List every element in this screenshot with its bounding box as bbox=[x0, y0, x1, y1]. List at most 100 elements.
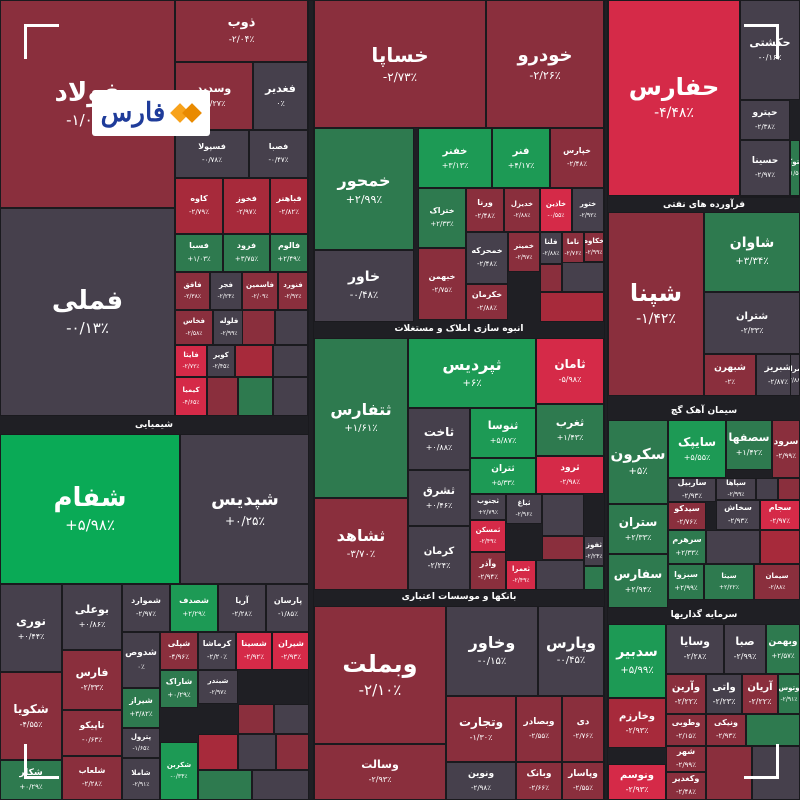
stock-tile[interactable]: فنورد -۲/۹۲٪ bbox=[278, 272, 308, 310]
stock-tile[interactable]: فرود +۳/۷۵٪ bbox=[223, 234, 270, 272]
stock-tile[interactable]: وکغدیر -۲/۴۸٪ bbox=[666, 772, 706, 800]
stock-tile[interactable]: وبهمن +۲/۵۷٪ bbox=[766, 624, 800, 674]
stock-tile[interactable]: شپدیس +۰/۲۵٪ bbox=[180, 434, 310, 584]
small-stock-tile[interactable] bbox=[756, 478, 778, 500]
stock-tile[interactable]: سرود -۲/۹۹٪ bbox=[772, 420, 800, 478]
stock-tile[interactable]: شپنا -۱/۴۲٪ bbox=[608, 212, 704, 396]
stock-tile[interactable]: کرماشا -۲/۲۰٪ bbox=[198, 632, 236, 670]
stock-tile[interactable]: شیران -۲/۹۳٪ bbox=[272, 632, 310, 670]
stock-tile[interactable]: شپلی -۴/۹۶٪ bbox=[160, 632, 198, 670]
small-stock-tile[interactable] bbox=[540, 292, 604, 322]
stock-tile[interactable]: ثرود -۲/۹۸٪ bbox=[536, 456, 604, 494]
stock-tile[interactable]: پترول -۱/۶۵٪ bbox=[122, 728, 160, 758]
stock-tile[interactable]: سبزوا +۲/۹۹٪ bbox=[668, 564, 704, 600]
small-stock-tile[interactable] bbox=[584, 566, 604, 590]
stock-tile[interactable]: خساپا -۲/۷۳٪ bbox=[314, 0, 486, 128]
stock-tile[interactable]: نوری +۰/۴۴٪ bbox=[0, 584, 62, 672]
stock-tile[interactable]: وتجارت -۱/۳۰٪ bbox=[446, 696, 516, 762]
stock-tile[interactable]: ثتفارس +۱/۶۱٪ bbox=[314, 338, 408, 498]
stock-tile[interactable]: حتوکا +۱/۵۵٪ bbox=[790, 140, 800, 196]
stock-tile[interactable]: سپاها -۲/۹۹٪ bbox=[716, 478, 756, 500]
stock-tile[interactable]: خمحور +۲/۹۹٪ bbox=[314, 128, 414, 250]
stock-tile[interactable]: سفارس +۲/۹۴٪ bbox=[608, 554, 668, 608]
stock-tile[interactable]: وبصادر -۲/۵۵٪ bbox=[516, 696, 562, 762]
stock-tile[interactable]: حفارس -۴/۴۸٪ bbox=[608, 0, 740, 196]
stock-tile[interactable]: خپارس -۲/۴۸٪ bbox=[550, 128, 604, 188]
small-stock-tile[interactable] bbox=[778, 478, 800, 500]
small-stock-tile[interactable] bbox=[542, 494, 584, 536]
stock-tile[interactable]: سرهرم +۲/۳۳٪ bbox=[668, 530, 706, 564]
stock-tile[interactable]: ثتران +۵/۳۳٪ bbox=[470, 458, 536, 494]
small-stock-tile[interactable] bbox=[238, 734, 276, 770]
stock-tile[interactable]: سصفها +۱/۴۲٪ bbox=[726, 420, 772, 470]
stock-tile[interactable]: ورنا -۲/۴۸٪ bbox=[466, 188, 504, 232]
stock-tile[interactable]: سیدکو -۲/۷۶٪ bbox=[668, 502, 706, 530]
stock-tile[interactable]: وخاور -۰/۱۵٪ bbox=[446, 606, 538, 696]
stock-tile[interactable]: شهر -۲/۹۹٪ bbox=[666, 746, 706, 772]
small-stock-tile[interactable] bbox=[198, 770, 252, 800]
stock-tile[interactable]: سدبیر +۵/۹۹٪ bbox=[608, 624, 666, 698]
stock-tile[interactable]: شفام +۵/۹۸٪ bbox=[0, 434, 180, 584]
stock-tile[interactable]: فافق -۲/۳۸٪ bbox=[175, 272, 210, 310]
stock-tile[interactable]: ثاخت +۰/۸۸٪ bbox=[408, 408, 470, 470]
stock-tile[interactable]: کیمیا -۴/۶۵٪ bbox=[175, 377, 207, 416]
small-stock-tile[interactable] bbox=[238, 704, 274, 734]
small-stock-tile[interactable] bbox=[746, 714, 800, 746]
stock-tile[interactable]: وطوبی -۲/۱۵٪ bbox=[666, 714, 706, 746]
stock-tile[interactable]: شبهرن -۲٪ bbox=[704, 354, 756, 396]
stock-tile[interactable]: ثغرب +۱/۴۳٪ bbox=[536, 404, 604, 456]
stock-tile[interactable]: پارسان -۱/۸۵٪ bbox=[266, 584, 310, 632]
small-stock-tile[interactable] bbox=[198, 734, 238, 770]
stock-tile[interactable]: فجر -۲/۲۴٪ bbox=[210, 272, 242, 310]
small-stock-tile[interactable] bbox=[235, 345, 273, 377]
stock-tile[interactable]: شتران -۲/۳۳٪ bbox=[704, 292, 800, 354]
stock-tile[interactable]: شسینا -۲/۹۲٪ bbox=[236, 632, 272, 670]
stock-tile[interactable]: دی -۲/۷۶٪ bbox=[562, 696, 604, 762]
stock-tile[interactable]: کویر -۲/۴۵٪ bbox=[207, 345, 235, 377]
stock-tile[interactable]: کاوه -۲/۷۹٪ bbox=[175, 178, 223, 234]
stock-tile[interactable]: فلوله -۲/۹۹٪ bbox=[213, 310, 245, 345]
stock-tile[interactable]: وبملت -۲/۱۰٪ bbox=[314, 606, 446, 744]
stock-tile[interactable]: خفنر +۳/۱۳٪ bbox=[418, 128, 492, 188]
sector-header[interactable]: فرآورده های نفتی bbox=[608, 198, 800, 212]
stock-tile[interactable]: سیمان -۲/۸۸٪ bbox=[754, 564, 800, 600]
stock-tile[interactable]: ثشاهد -۳/۷۰٪ bbox=[314, 498, 408, 590]
small-stock-tile[interactable] bbox=[273, 345, 308, 377]
stock-tile[interactable]: شموارد -۲/۹۷٪ bbox=[122, 584, 170, 632]
stock-tile[interactable]: حسینا -۲/۹۷٪ bbox=[740, 140, 790, 196]
stock-tile[interactable]: ثعمرا -۲/۴۹٪ bbox=[506, 560, 536, 590]
sector-header[interactable]: انبوه سازی املاک و مستغلات bbox=[314, 322, 604, 336]
stock-tile[interactable]: وآذر -۲/۹۴٪ bbox=[470, 552, 506, 590]
stock-tile[interactable]: ستران +۲/۳۳٪ bbox=[608, 504, 668, 554]
stock-tile[interactable]: فسبا +۱/۰۳٪ bbox=[175, 234, 223, 272]
small-stock-tile[interactable] bbox=[536, 560, 584, 590]
small-stock-tile[interactable] bbox=[308, 0, 314, 800]
stock-tile[interactable]: ونوین -۲/۹۸٪ bbox=[446, 762, 516, 800]
stock-tile[interactable]: فلنا -۲/۸۸٪ bbox=[540, 232, 562, 264]
small-stock-tile[interactable] bbox=[276, 734, 310, 770]
stock-tile[interactable]: شصدف +۲/۲۹٪ bbox=[170, 584, 218, 632]
stock-tile[interactable]: فغدیر ۰٪ bbox=[253, 62, 308, 130]
stock-tile[interactable]: وپارس -۰/۴۵٪ bbox=[538, 606, 604, 696]
stock-tile[interactable]: تاپیکو -۰/۶۳٪ bbox=[62, 710, 122, 756]
stock-tile[interactable]: خدیزل -۲/۸۸٪ bbox=[504, 188, 540, 232]
stock-tile[interactable]: شاراک +۰/۲۹٪ bbox=[160, 670, 198, 708]
small-stock-tile[interactable] bbox=[706, 530, 760, 564]
stock-tile[interactable]: خاذین -۰/۵۵٪ bbox=[540, 188, 572, 232]
sector-header[interactable]: سیمان آهک گچ bbox=[608, 404, 800, 418]
stock-tile[interactable]: وسالت -۲/۹۳٪ bbox=[314, 744, 446, 800]
stock-tile[interactable]: وخارزم -۲/۹۳٪ bbox=[608, 698, 666, 748]
stock-tile[interactable]: ختراک +۲/۳۳٪ bbox=[418, 188, 466, 248]
stock-tile[interactable]: فسپولا -۰/۷۸٪ bbox=[175, 130, 249, 178]
stock-tile[interactable]: سایپک +۵/۵۵٪ bbox=[668, 420, 726, 478]
stock-tile[interactable]: فاسمین -۲/۰۹٪ bbox=[242, 272, 278, 310]
stock-tile[interactable]: خمینر -۲/۹۷٪ bbox=[508, 232, 540, 272]
stock-tile[interactable]: ثباغ -۲/۹۶٪ bbox=[506, 494, 542, 524]
stock-tile[interactable]: شلعاب -۲/۲۸٪ bbox=[62, 756, 122, 800]
stock-tile[interactable]: فصبا -۰/۴۷٪ bbox=[249, 130, 308, 178]
stock-tile[interactable]: شیراز +۳/۸۲٪ bbox=[122, 688, 160, 728]
stock-tile[interactable]: شاملا -۲/۹۱٪ bbox=[122, 758, 160, 800]
small-stock-tile[interactable] bbox=[273, 377, 308, 416]
stock-tile[interactable]: ثفوز -۲/۲۴٪ bbox=[584, 536, 604, 566]
small-stock-tile[interactable] bbox=[740, 196, 800, 198]
